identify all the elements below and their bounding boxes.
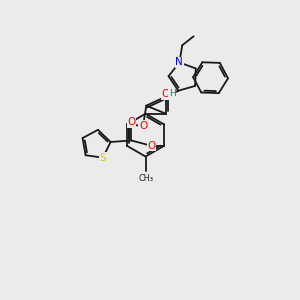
Text: O: O [127, 117, 136, 127]
Text: CH₃: CH₃ [138, 174, 153, 183]
Text: N: N [176, 58, 183, 68]
Text: O: O [139, 121, 147, 131]
Text: O: O [148, 141, 156, 151]
Text: H: H [169, 89, 176, 98]
Text: O: O [162, 89, 170, 99]
Text: S: S [100, 153, 106, 163]
